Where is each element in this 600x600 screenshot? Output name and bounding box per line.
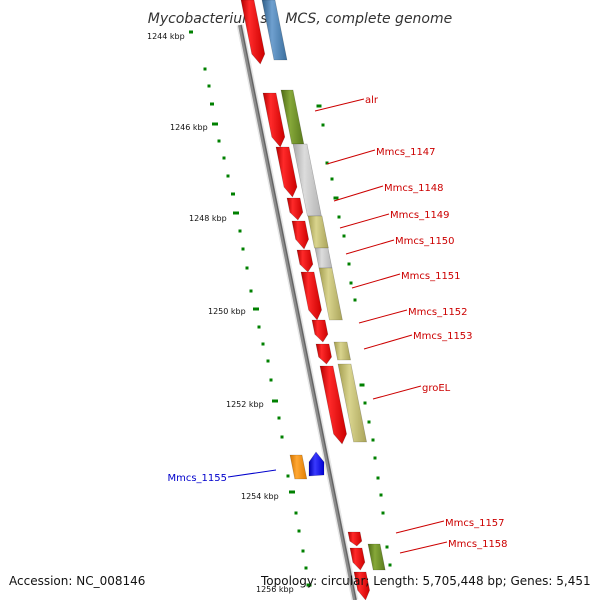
cds-arrow (275, 146, 298, 198)
cog-box (314, 247, 333, 269)
gene-label: Mmcs_1153 (413, 331, 473, 342)
gene-label: alr (365, 95, 379, 106)
gene-label-leader (314, 98, 365, 112)
cds-arrow (300, 271, 322, 321)
tick-label: 1254 kbp (241, 492, 279, 501)
gene-label-leader (372, 385, 422, 400)
gene-label-leader (345, 239, 395, 255)
gene-labels: alr Mmcs_1147 Mmcs_1148 Mmcs_1149 Mmcs_1150 M… (167, 95, 508, 554)
gene-label-leader (227, 469, 277, 478)
cog-box (307, 215, 329, 249)
gene-label: Mmcs_1148 (384, 183, 444, 194)
cds-arrow (315, 343, 332, 365)
tick-label: 1256 kbp (256, 585, 294, 594)
cog-box (337, 363, 367, 443)
gene-label: Mmcs_1152 (408, 307, 468, 318)
gene-label-leader (395, 520, 445, 534)
position-ticks: 1244 kbp 1246 kbp 1248 kbp 1250 kbp 1252 kbp… (147, 32, 294, 594)
gene-label-leader (358, 309, 408, 324)
tick-label: 1252 kbp (226, 400, 264, 409)
cog-box (333, 341, 351, 361)
diagram-title: Mycobacterium sp. MCS, complete genome (148, 11, 453, 27)
gene-label: Mmcs_1149 (390, 210, 450, 221)
gene-features (240, 0, 386, 600)
cds-arrow (311, 319, 329, 343)
gene-label-leader (326, 149, 376, 165)
tick-label: 1244 kbp (147, 32, 185, 41)
gene-label: Mmcs_1158 (448, 539, 508, 550)
gene-label-leader (363, 334, 413, 350)
cds-arrow (240, 0, 266, 65)
cds-arrow (296, 249, 314, 273)
gene-block (289, 454, 308, 480)
cds-arrow (291, 220, 309, 250)
gene-label-leader (351, 273, 401, 289)
cds-arrow (319, 365, 347, 445)
tick-label: 1246 kbp (170, 123, 208, 132)
cds-arrow (308, 451, 325, 477)
tick-label: 1248 kbp (189, 214, 227, 223)
gene-label: Mmcs_1150 (395, 236, 455, 247)
gene-label: Mmcs_1151 (401, 271, 461, 282)
cds-arrow (349, 547, 366, 571)
gc-content-marks (189, 30, 392, 587)
cds-arrow (347, 531, 363, 547)
cog-box (318, 267, 343, 321)
gene-label: Mmcs_1155 (167, 473, 227, 484)
cds-arrow (353, 571, 370, 600)
gene-label: Mmcs_1157 (445, 518, 505, 529)
gene-label: Mmcs_1147 (376, 147, 436, 158)
gene-label: groEL (422, 383, 451, 394)
cog-box (367, 543, 386, 571)
gene-label-leader (333, 185, 384, 202)
cds-arrow (262, 92, 286, 148)
genome-backbone (236, 24, 359, 600)
tick-label: 1250 kbp (208, 307, 246, 316)
cds-arrow (286, 197, 304, 221)
gene-label-leader (399, 541, 448, 554)
gene-label-leader (339, 213, 390, 229)
topology-text: Topology: circular; Length: 5,705,448 bp… (261, 574, 591, 588)
accession-text: Accession: NC_008146 (9, 574, 146, 588)
gene-block (261, 0, 288, 61)
